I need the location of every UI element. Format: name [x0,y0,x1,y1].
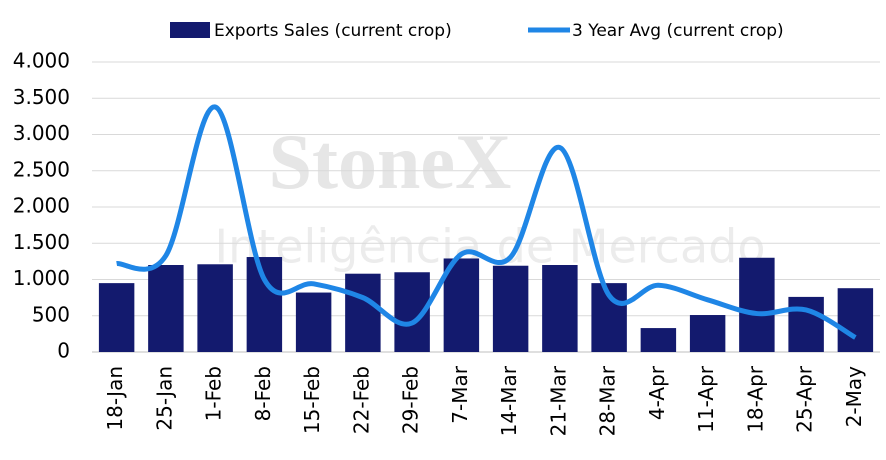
x-tick-label: 2-May [842,366,866,427]
bar [542,265,578,352]
bar [640,328,677,352]
bar [788,296,824,352]
x-tick-label: 11-Apr [694,365,718,433]
x-tick-label: 14-Mar [497,365,521,436]
watermark: StoneX [269,118,512,205]
x-tick-label: 18-Jan [103,366,127,431]
y-tick-label: 500 [32,302,70,326]
bar [837,288,874,352]
x-tick-label: 25-Apr [793,365,817,433]
bar [443,258,480,352]
bar [492,265,529,352]
legend-label: Exports Sales (current crop) [214,21,452,41]
x-tick-label: 25-Jan [152,366,176,431]
x-tick-label: 8-Feb [251,366,275,421]
bar [689,315,726,352]
y-tick-label: 3.500 [13,85,70,109]
watermark: Inteligência de Mercado [215,220,766,274]
y-tick-label: 1.000 [13,266,70,290]
x-tick-label: 29-Feb [399,366,423,434]
x-tick-label: 1-Feb [202,366,226,421]
y-tick-label: 1.500 [13,230,70,254]
x-tick-label: 18-Apr [743,365,767,433]
x-tick-label: 21-Mar [546,365,570,436]
y-tick-label: 3.000 [13,121,70,145]
legend-swatch [170,22,210,38]
bar [246,257,283,352]
x-tick-label: 7-Mar [448,365,472,423]
bar [148,265,184,352]
y-tick-label: 2.500 [13,157,70,181]
x-tick-label: 4-Apr [645,365,669,420]
bar [98,283,135,352]
bar [295,292,332,352]
bar [739,257,775,352]
y-tick-label: 4.000 [13,49,70,73]
legend-label: 3 Year Avg (current crop) [572,21,784,41]
x-tick-label: 28-Mar [596,365,620,436]
y-tick-label: 0 [57,339,70,363]
line [116,104,857,340]
bar [197,264,233,352]
y-tick-label: 2.000 [13,194,70,218]
x-tick-label: 15-Feb [300,366,324,434]
x-tick-label: 22-Feb [349,366,373,434]
bar [345,273,381,352]
